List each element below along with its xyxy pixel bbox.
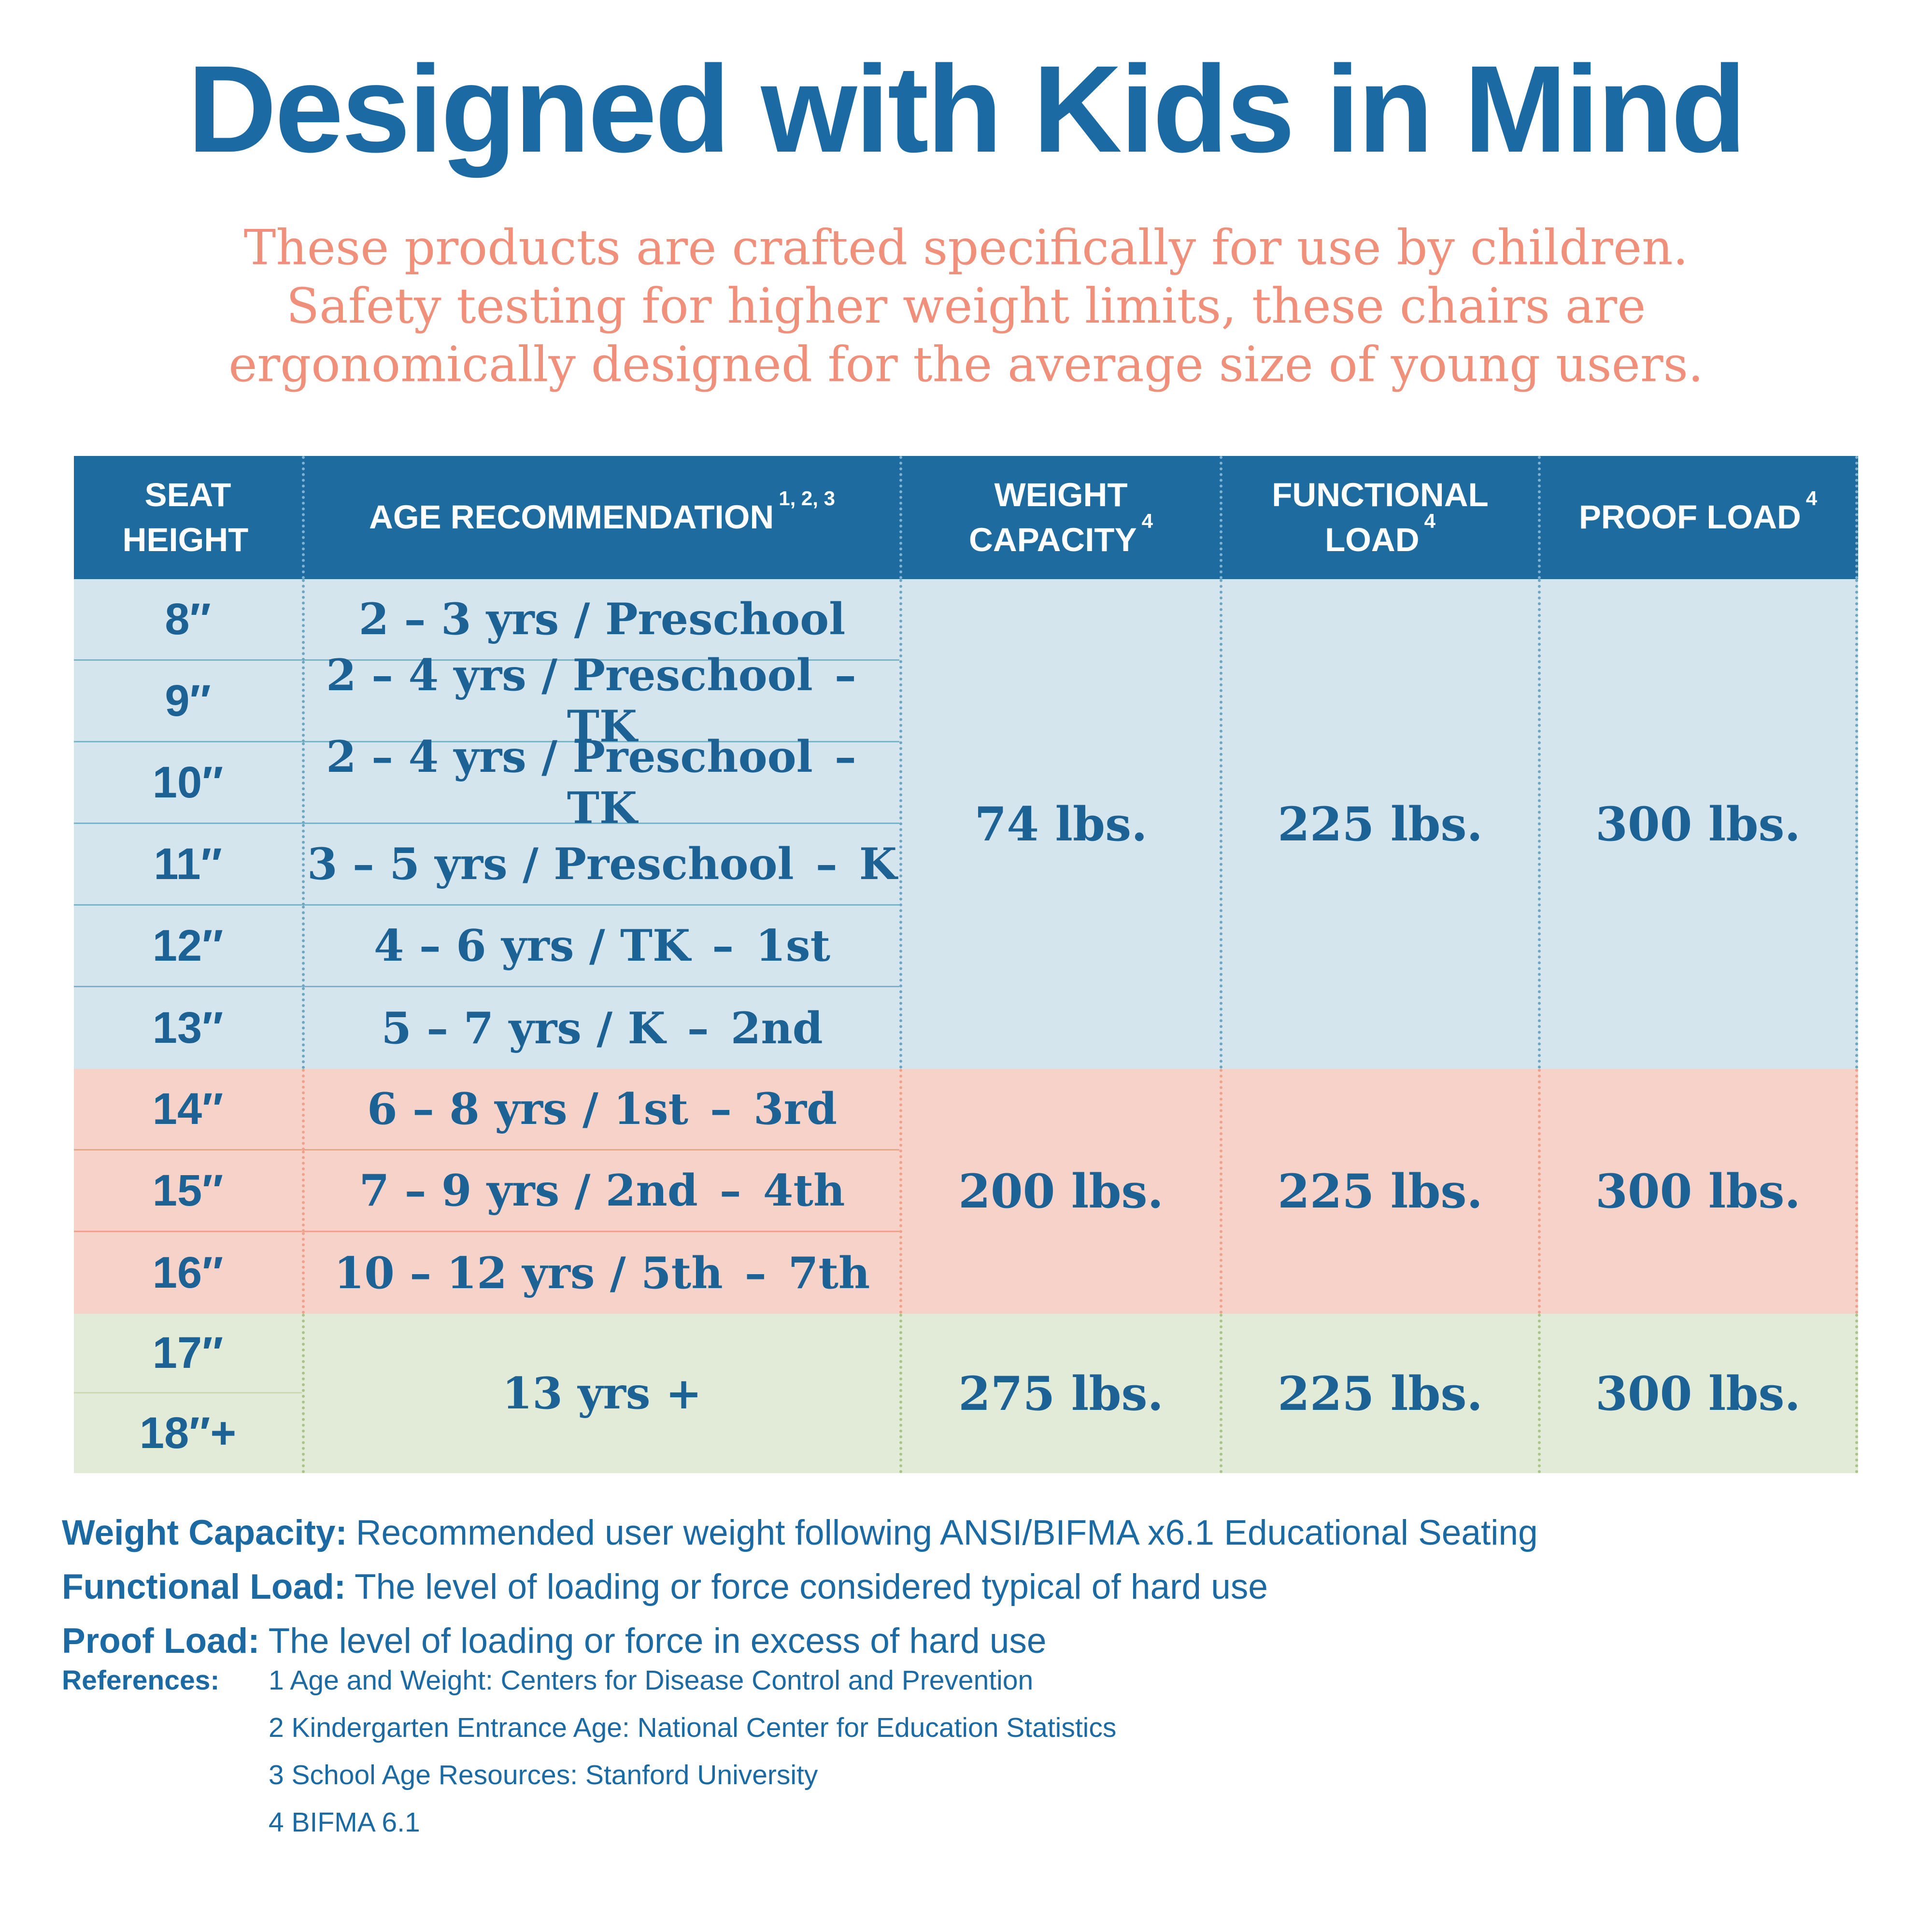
definition-text: Recommended user weight following ANSI/B… (355, 1513, 1538, 1552)
table-group-teen: 17″ 18″+ 13 yrs + 275 lbs. 225 lbs. 300 … (74, 1314, 1858, 1473)
subtitle: These products are crafted specifically … (0, 218, 1932, 394)
functional-load-value: 225 lbs. (1220, 1069, 1538, 1314)
age-recommendation-cell: 6 – 8 yrs / 1st – 3rd (302, 1069, 899, 1151)
seat-height-cell: 18″+ (139, 1408, 237, 1458)
reference-item: 3 School Age Resources: Stanford Univers… (269, 1760, 818, 1790)
column-header-seat-height: SEAT HEIGHT (122, 476, 249, 558)
seat-height-cell: 14″ (74, 1069, 302, 1151)
definition-functional-load: Functional Load: The level of loading or … (62, 1560, 1538, 1614)
column-header-functional-load: FUNCTIONAL LOAD4 (1220, 456, 1538, 579)
seat-height-cell: 10″ (74, 742, 302, 824)
references: References: 1 Age and Weight: Centers fo… (62, 1657, 1116, 1846)
definition-text: The level of loading or force in excess … (268, 1621, 1047, 1661)
definition-text: The level of loading or force considered… (355, 1567, 1268, 1606)
proof-load-value: 300 lbs. (1538, 579, 1858, 1069)
subtitle-line: Safety testing for higher weight limits,… (286, 278, 1646, 334)
reference-item: 4 BIFMA 6.1 (269, 1807, 420, 1838)
column-header-weight-capacity: WEIGHT CAPACITY4 (899, 456, 1220, 579)
definition-proof-load: Proof Load: The level of loading or force… (62, 1614, 1538, 1668)
seat-height-cell: 16″ (152, 1248, 224, 1297)
seat-height-cell: 12″ (74, 906, 302, 987)
age-recommendation-cell: 2 – 3 yrs / Preschool (302, 579, 899, 661)
page-title: Designed with Kids in Mind (187, 40, 1747, 178)
seat-height-cell: 11″ (74, 824, 302, 906)
age-recommendation-cell: 2 – 4 yrs / Preschool – TK (302, 731, 899, 834)
age-recommendation-cell: 2 – 4 yrs / Preschool – TK (302, 650, 899, 752)
term-definitions: Weight Capacity: Recommended user weight … (62, 1506, 1538, 1668)
definition-term: Functional Load: (62, 1567, 346, 1606)
reference-item: 1 Age and Weight: Centers for Disease Co… (269, 1665, 1034, 1696)
reference-item: 2 Kindergarten Entrance Age: National Ce… (269, 1712, 1117, 1743)
functional-load-value: 225 lbs. (1220, 1314, 1538, 1473)
seat-height-cell: 8″ (74, 579, 302, 661)
seat-height-cell: 17″ (74, 1314, 302, 1393)
seat-height-cell: 9″ (74, 661, 302, 742)
age-recommendation-cell: 13 yrs + (302, 1314, 899, 1473)
age-recommendation-cell: 4 – 6 yrs / TK – 1st (302, 906, 899, 987)
column-header-proof-load: PROOF LOAD4 (1538, 456, 1858, 579)
proof-load-value: 300 lbs. (1538, 1069, 1858, 1314)
weight-capacity-value: 275 lbs. (899, 1314, 1220, 1473)
column-header-age-recommendation: AGE RECOMMENDATION1, 2, 3 (302, 456, 899, 579)
definition-term: Proof Load: (62, 1621, 260, 1661)
references-label: References: (62, 1665, 220, 1696)
definition-term: Weight Capacity: (62, 1513, 347, 1552)
seat-height-cell: 15″ (74, 1151, 302, 1232)
table-group-elementary: 14″ 6 – 8 yrs / 1st – 3rd 15″ 7 – 9 yrs … (74, 1069, 1858, 1314)
subtitle-line: These products are crafted specifically … (243, 219, 1689, 276)
seat-height-cell: 13″ (152, 1003, 224, 1052)
table-group-preschool: 8″ 2 – 3 yrs / Preschool 9″ 2 – 4 yrs / … (74, 579, 1858, 1069)
proof-load-value: 300 lbs. (1538, 1314, 1858, 1473)
age-recommendation-cell: 3 – 5 yrs / Preschool – K (302, 824, 899, 906)
references-list: 1 Age and Weight: Centers for Disease Co… (269, 1657, 1116, 1846)
functional-load-value: 225 lbs. (1220, 579, 1538, 1069)
definition-weight-capacity: Weight Capacity: Recommended user weight … (62, 1506, 1538, 1560)
seat-height-table: SEAT HEIGHT AGE RECOMMENDATION1, 2, 3 WE… (74, 456, 1858, 1473)
weight-capacity-value: 74 lbs. (899, 579, 1220, 1069)
age-recommendation-cell: 10 – 12 yrs / 5th – 7th (302, 1232, 899, 1314)
subtitle-line: ergonomically designed for the average s… (228, 336, 1704, 393)
age-recommendation-cell: 5 – 7 yrs / K – 2nd (302, 987, 899, 1069)
weight-capacity-value: 200 lbs. (899, 1069, 1220, 1314)
table-header-row: SEAT HEIGHT AGE RECOMMENDATION1, 2, 3 WE… (74, 456, 1858, 579)
age-recommendation-cell: 7 – 9 yrs / 2nd – 4th (302, 1151, 899, 1232)
